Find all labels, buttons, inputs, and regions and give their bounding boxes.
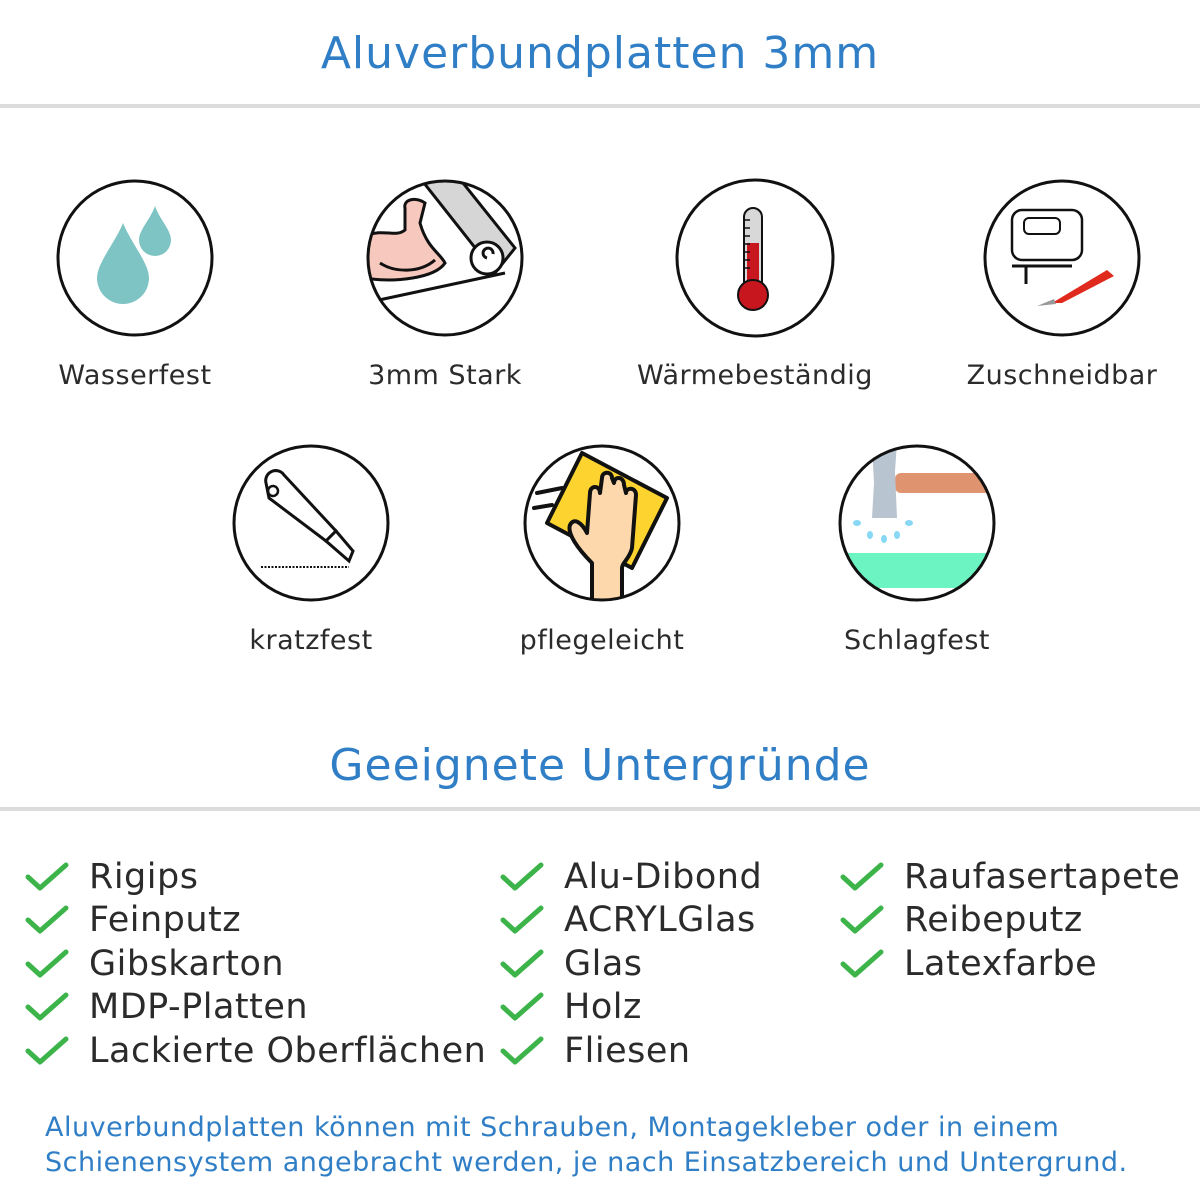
checkmark-icon [840,949,884,978]
surface-label: MDP-Platten [89,987,309,1028]
feature-pflegeleicht: pflegeleicht [452,443,752,656]
surface-item: Latexfarbe [840,942,1180,986]
feature-label: pflegeleicht [519,625,685,656]
feature-kratzfest: kratzfest [161,443,461,656]
feature-wasserfest: Wasserfest [0,178,285,391]
section-title: Geeignete Untergründe [329,740,871,791]
hand-cloth-icon [523,444,681,602]
surface-label: Raufasertapete [904,856,1181,897]
checkmark-icon [25,862,69,891]
surface-item: Fliesen [500,1029,762,1073]
surface-item: MDP-Platten [25,986,486,1030]
jigsaw-cutter-icon [983,179,1141,337]
surfaces-column-2: Alu-Dibond ACRYLGlas Glas Holz Fliesen [500,855,762,1073]
feature-schlagfest: Schlagfest [767,443,1067,656]
feature-3mm-stark: 3mm Stark [295,178,595,391]
feature-label: Wärmebeständig [637,360,873,391]
surface-label: Rigips [89,856,199,897]
feature-zuschneidbar: Zuschneidbar [912,178,1200,391]
hammer-icon [838,444,996,602]
surface-label: Alu-Dibond [564,856,763,897]
surface-label: Gibskarton [89,943,285,984]
surface-item: Reibeputz [840,899,1180,943]
feature-label: kratzfest [249,625,373,656]
checkmark-icon [500,992,544,1021]
surface-item: Gibskarton [25,942,486,986]
checkmark-icon [25,949,69,978]
surface-item: Holz [500,986,762,1030]
surface-label: Latexfarbe [904,943,1098,984]
surface-item: Rigips [25,855,486,899]
footer-note: Aluverbundplatten können mit Schrauben, … [45,1110,1128,1180]
feature-label: Wasserfest [58,360,212,391]
checkmark-icon [500,862,544,891]
footer-line-2: Schienensystem angebracht werden, je nac… [45,1147,1128,1178]
checkmark-icon [840,905,884,934]
cutter-knife-icon [232,444,390,602]
checkmark-icon [500,949,544,978]
checkmark-icon [25,992,69,1021]
surfaces-column-1: Rigips Feinputz Gibskarton MDP-Platten Lacki… [25,855,486,1073]
surface-item: Alu-Dibond [500,855,762,899]
surface-item: Raufasertapete [840,855,1180,899]
surface-label: Lackierte Oberflächen [89,1030,487,1071]
divider [0,807,1200,811]
water-drops-icon [56,179,214,337]
page-title: Aluverbundplatten 3mm [320,28,880,79]
surface-label: Holz [564,987,642,1028]
checkmark-icon [500,1036,544,1065]
divider [0,104,1200,108]
surface-label: Reibeputz [904,900,1083,941]
surface-label: Feinputz [89,900,242,941]
feature-label: 3mm Stark [368,360,522,391]
checkmark-icon [840,862,884,891]
surface-item: Glas [500,942,762,986]
surface-item: Feinputz [25,899,486,943]
surface-label: Glas [564,943,643,984]
surfaces-column-3: Raufasertapete Reibeputz Latexfarbe [840,855,1180,986]
footer-line-1: Aluverbundplatten können mit Schrauben, … [45,1112,1060,1143]
checkmark-icon [25,905,69,934]
strong-arm-icon [366,179,524,337]
surface-item: ACRYLGlas [500,899,762,943]
checkmark-icon [25,1036,69,1065]
surface-item: Lackierte Oberflächen [25,1029,486,1073]
feature-waermebestaendig: Wärmebeständig [605,178,905,391]
thermometer-icon [675,178,835,338]
feature-label: Schlagfest [843,625,991,656]
surface-label: Fliesen [564,1030,691,1071]
feature-label: Zuschneidbar [966,360,1158,391]
surface-label: ACRYLGlas [564,900,756,941]
checkmark-icon [500,905,544,934]
